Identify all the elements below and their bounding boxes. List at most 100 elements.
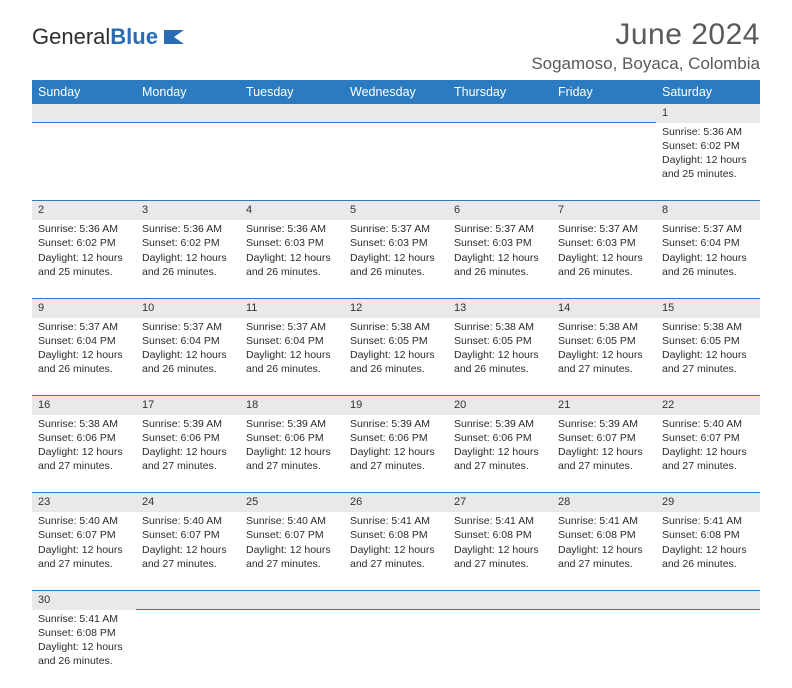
day-number-cell: 23 (32, 493, 136, 512)
day-header: Monday (136, 80, 240, 104)
daylight-text-2: and 26 minutes. (350, 362, 442, 376)
sunset-text: Sunset: 6:06 PM (38, 431, 130, 445)
daylight-text-1: Daylight: 12 hours (558, 348, 650, 362)
day-number-cell: 19 (344, 396, 448, 415)
day-cell: Sunrise: 5:38 AMSunset: 6:05 PMDaylight:… (344, 318, 448, 396)
daynum-row: 2345678 (32, 201, 760, 220)
sunset-text: Sunset: 6:03 PM (558, 236, 650, 250)
daylight-text-1: Daylight: 12 hours (142, 445, 234, 459)
sunset-text: Sunset: 6:04 PM (38, 334, 130, 348)
daylight-text-1: Daylight: 12 hours (350, 348, 442, 362)
day-header: Friday (552, 80, 656, 104)
sunrise-text: Sunrise: 5:37 AM (350, 222, 442, 236)
sunrise-text: Sunrise: 5:39 AM (142, 417, 234, 431)
day-cell: Sunrise: 5:37 AMSunset: 6:04 PMDaylight:… (136, 318, 240, 396)
day-cell: Sunrise: 5:37 AMSunset: 6:04 PMDaylight:… (240, 318, 344, 396)
day-cell: Sunrise: 5:41 AMSunset: 6:08 PMDaylight:… (448, 512, 552, 590)
sunset-text: Sunset: 6:03 PM (454, 236, 546, 250)
day-number-cell: 15 (656, 298, 760, 317)
location-text: Sogamoso, Boyaca, Colombia (531, 54, 760, 74)
daylight-text-2: and 27 minutes. (350, 459, 442, 473)
sunrise-text: Sunrise: 5:39 AM (454, 417, 546, 431)
daylight-text-2: and 27 minutes. (454, 459, 546, 473)
day-cell: Sunrise: 5:38 AMSunset: 6:05 PMDaylight:… (448, 318, 552, 396)
day-number-cell: 6 (448, 201, 552, 220)
daylight-text-1: Daylight: 12 hours (662, 445, 754, 459)
day-cell (448, 610, 552, 688)
daylight-text-2: and 26 minutes. (662, 557, 754, 571)
daylight-text-1: Daylight: 12 hours (662, 251, 754, 265)
daylight-text-1: Daylight: 12 hours (142, 543, 234, 557)
sunset-text: Sunset: 6:06 PM (350, 431, 442, 445)
daylight-text-2: and 27 minutes. (350, 557, 442, 571)
daylight-text-2: and 27 minutes. (558, 362, 650, 376)
daylight-text-2: and 27 minutes. (142, 557, 234, 571)
daylight-text-1: Daylight: 12 hours (246, 251, 338, 265)
week-row: Sunrise: 5:40 AMSunset: 6:07 PMDaylight:… (32, 512, 760, 590)
day-number-cell: 10 (136, 298, 240, 317)
daylight-text-2: and 27 minutes. (38, 557, 130, 571)
day-cell: Sunrise: 5:39 AMSunset: 6:06 PMDaylight:… (344, 415, 448, 493)
day-number-cell: 12 (344, 298, 448, 317)
sunset-text: Sunset: 6:08 PM (38, 626, 130, 640)
day-cell (344, 610, 448, 688)
sunset-text: Sunset: 6:03 PM (350, 236, 442, 250)
sunset-text: Sunset: 6:04 PM (662, 236, 754, 250)
sunrise-text: Sunrise: 5:37 AM (38, 320, 130, 334)
day-number-cell (240, 590, 344, 609)
day-number-cell: 16 (32, 396, 136, 415)
sunrise-text: Sunrise: 5:36 AM (662, 125, 754, 139)
day-header: Saturday (656, 80, 760, 104)
daylight-text-2: and 27 minutes. (558, 459, 650, 473)
sunset-text: Sunset: 6:08 PM (350, 528, 442, 542)
day-header: Sunday (32, 80, 136, 104)
day-number-cell: 18 (240, 396, 344, 415)
daylight-text-1: Daylight: 12 hours (454, 348, 546, 362)
sunrise-text: Sunrise: 5:41 AM (350, 514, 442, 528)
day-number-cell (656, 590, 760, 609)
day-cell: Sunrise: 5:36 AMSunset: 6:02 PMDaylight:… (656, 123, 760, 201)
daylight-text-1: Daylight: 12 hours (246, 543, 338, 557)
day-cell: Sunrise: 5:40 AMSunset: 6:07 PMDaylight:… (32, 512, 136, 590)
day-number-cell (552, 590, 656, 609)
sunrise-text: Sunrise: 5:40 AM (662, 417, 754, 431)
day-cell (552, 123, 656, 201)
day-cell: Sunrise: 5:36 AMSunset: 6:03 PMDaylight:… (240, 220, 344, 298)
daylight-text-1: Daylight: 12 hours (142, 251, 234, 265)
day-header: Thursday (448, 80, 552, 104)
sunrise-text: Sunrise: 5:37 AM (246, 320, 338, 334)
daylight-text-1: Daylight: 12 hours (454, 251, 546, 265)
day-cell: Sunrise: 5:41 AMSunset: 6:08 PMDaylight:… (656, 512, 760, 590)
week-row: Sunrise: 5:36 AM Sunset: 6:02 PM Daylight:… (32, 220, 760, 298)
day-number-cell: 20 (448, 396, 552, 415)
calendar-table: SundayMondayTuesdayWednesdayThursdayFrid… (32, 80, 760, 688)
sunset-text: Sunset: 6:08 PM (558, 528, 650, 542)
sunrise-text: Sunrise: 5:40 AM (246, 514, 338, 528)
day-number-cell: 29 (656, 493, 760, 512)
sunset-text: Sunset: 6:05 PM (662, 334, 754, 348)
daylight-text-2: and 26 minutes. (142, 265, 234, 279)
sunrise-text: Sunrise: 5:41 AM (662, 514, 754, 528)
day-cell (240, 123, 344, 201)
sunrise-text: Sunrise: 5:36 AM (142, 222, 234, 236)
sunset-text: Sunset: 6:02 PM (662, 139, 754, 153)
daylight-text-2: and 27 minutes. (558, 557, 650, 571)
day-cell: Sunrise: 5:36 AMSunset: 6:02 PMDaylight:… (136, 220, 240, 298)
day-cell: Sunrise: 5:40 AMSunset: 6:07 PMDaylight:… (240, 512, 344, 590)
daylight-text-2: and 26 minutes. (142, 362, 234, 376)
sunset-text: Sunset: 6:08 PM (662, 528, 754, 542)
daylight-text-2: and 27 minutes. (142, 459, 234, 473)
daylight-text-2: and 26 minutes. (38, 362, 130, 376)
day-cell (136, 123, 240, 201)
sunset-text: Sunset: 6:02 PM (38, 236, 130, 250)
day-cell: Sunrise: 5:38 AMSunset: 6:06 PMDaylight:… (32, 415, 136, 493)
calendar-page: GeneralBlue June 2024 Sogamoso, Boyaca, … (0, 0, 792, 688)
sunset-text: Sunset: 6:07 PM (558, 431, 650, 445)
day-cell (240, 610, 344, 688)
week-row: Sunrise: 5:36 AMSunset: 6:02 PMDaylight:… (32, 123, 760, 201)
daylight-text-2: and 26 minutes. (38, 654, 130, 668)
sunset-text: Sunset: 6:07 PM (38, 528, 130, 542)
daylight-text-1: Daylight: 12 hours (350, 445, 442, 459)
day-number-cell: 21 (552, 396, 656, 415)
daylight-text-1: Daylight: 12 hours (38, 543, 130, 557)
